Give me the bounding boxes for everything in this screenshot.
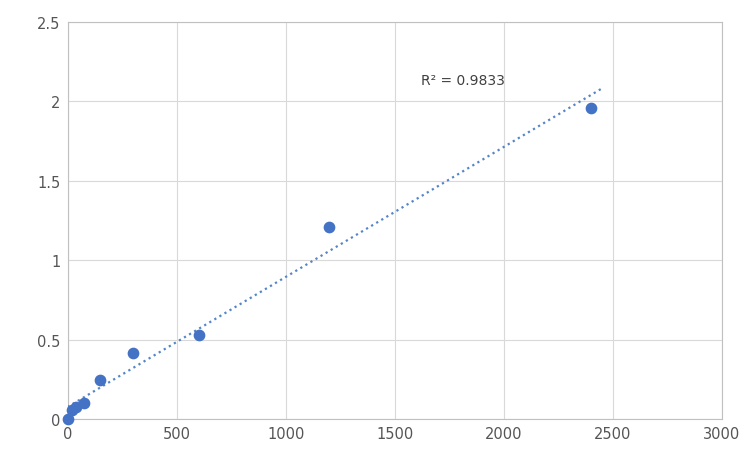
Point	[65, 406, 77, 414]
Point	[193, 331, 205, 339]
Point	[323, 224, 335, 231]
Point	[78, 400, 90, 407]
Point	[585, 105, 597, 112]
Point	[62, 416, 74, 423]
Text: R² = 0.9833: R² = 0.9833	[421, 74, 505, 88]
Point	[70, 403, 82, 410]
Point	[127, 349, 139, 356]
Point	[94, 376, 107, 383]
